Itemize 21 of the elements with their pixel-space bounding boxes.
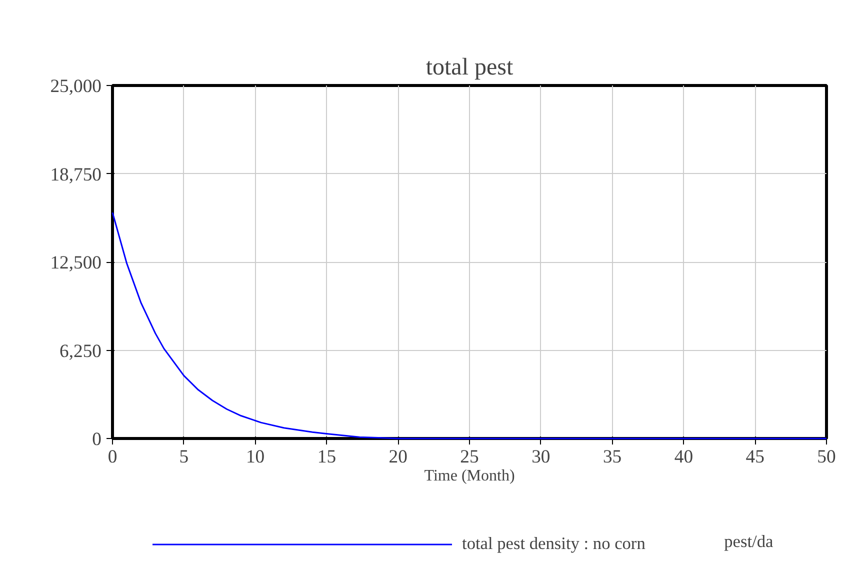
x-tick-label: 10	[246, 446, 265, 468]
x-tick-label: 30	[532, 446, 550, 468]
y-tick-label: 0	[92, 429, 102, 450]
y-tick-label: 12,500	[50, 252, 102, 274]
x-tick-label: 45	[746, 446, 764, 468]
y-tick-label: 18,750	[50, 164, 102, 186]
text: pest/da	[724, 532, 774, 551]
y-tick-label: 25,000	[50, 76, 102, 97]
x-tick-label: 35	[602, 446, 622, 468]
x-tick-label: 50	[817, 446, 836, 468]
y-tick-label: 6,250	[60, 340, 102, 362]
x-tick-label: 25	[460, 446, 479, 468]
line-series	[112, 212, 828, 440]
x-tick-label: 5	[179, 446, 189, 468]
x-tick-label: 40	[674, 446, 694, 468]
x-tick-label: 15	[317, 446, 336, 468]
x-tick-label: 0	[108, 446, 118, 468]
x-axis-title: Time (Month)	[424, 468, 515, 484]
chart-title: total pest	[426, 54, 514, 80]
x-tick-label: 20	[388, 446, 408, 468]
text: total pest density : no corn	[462, 534, 646, 554]
